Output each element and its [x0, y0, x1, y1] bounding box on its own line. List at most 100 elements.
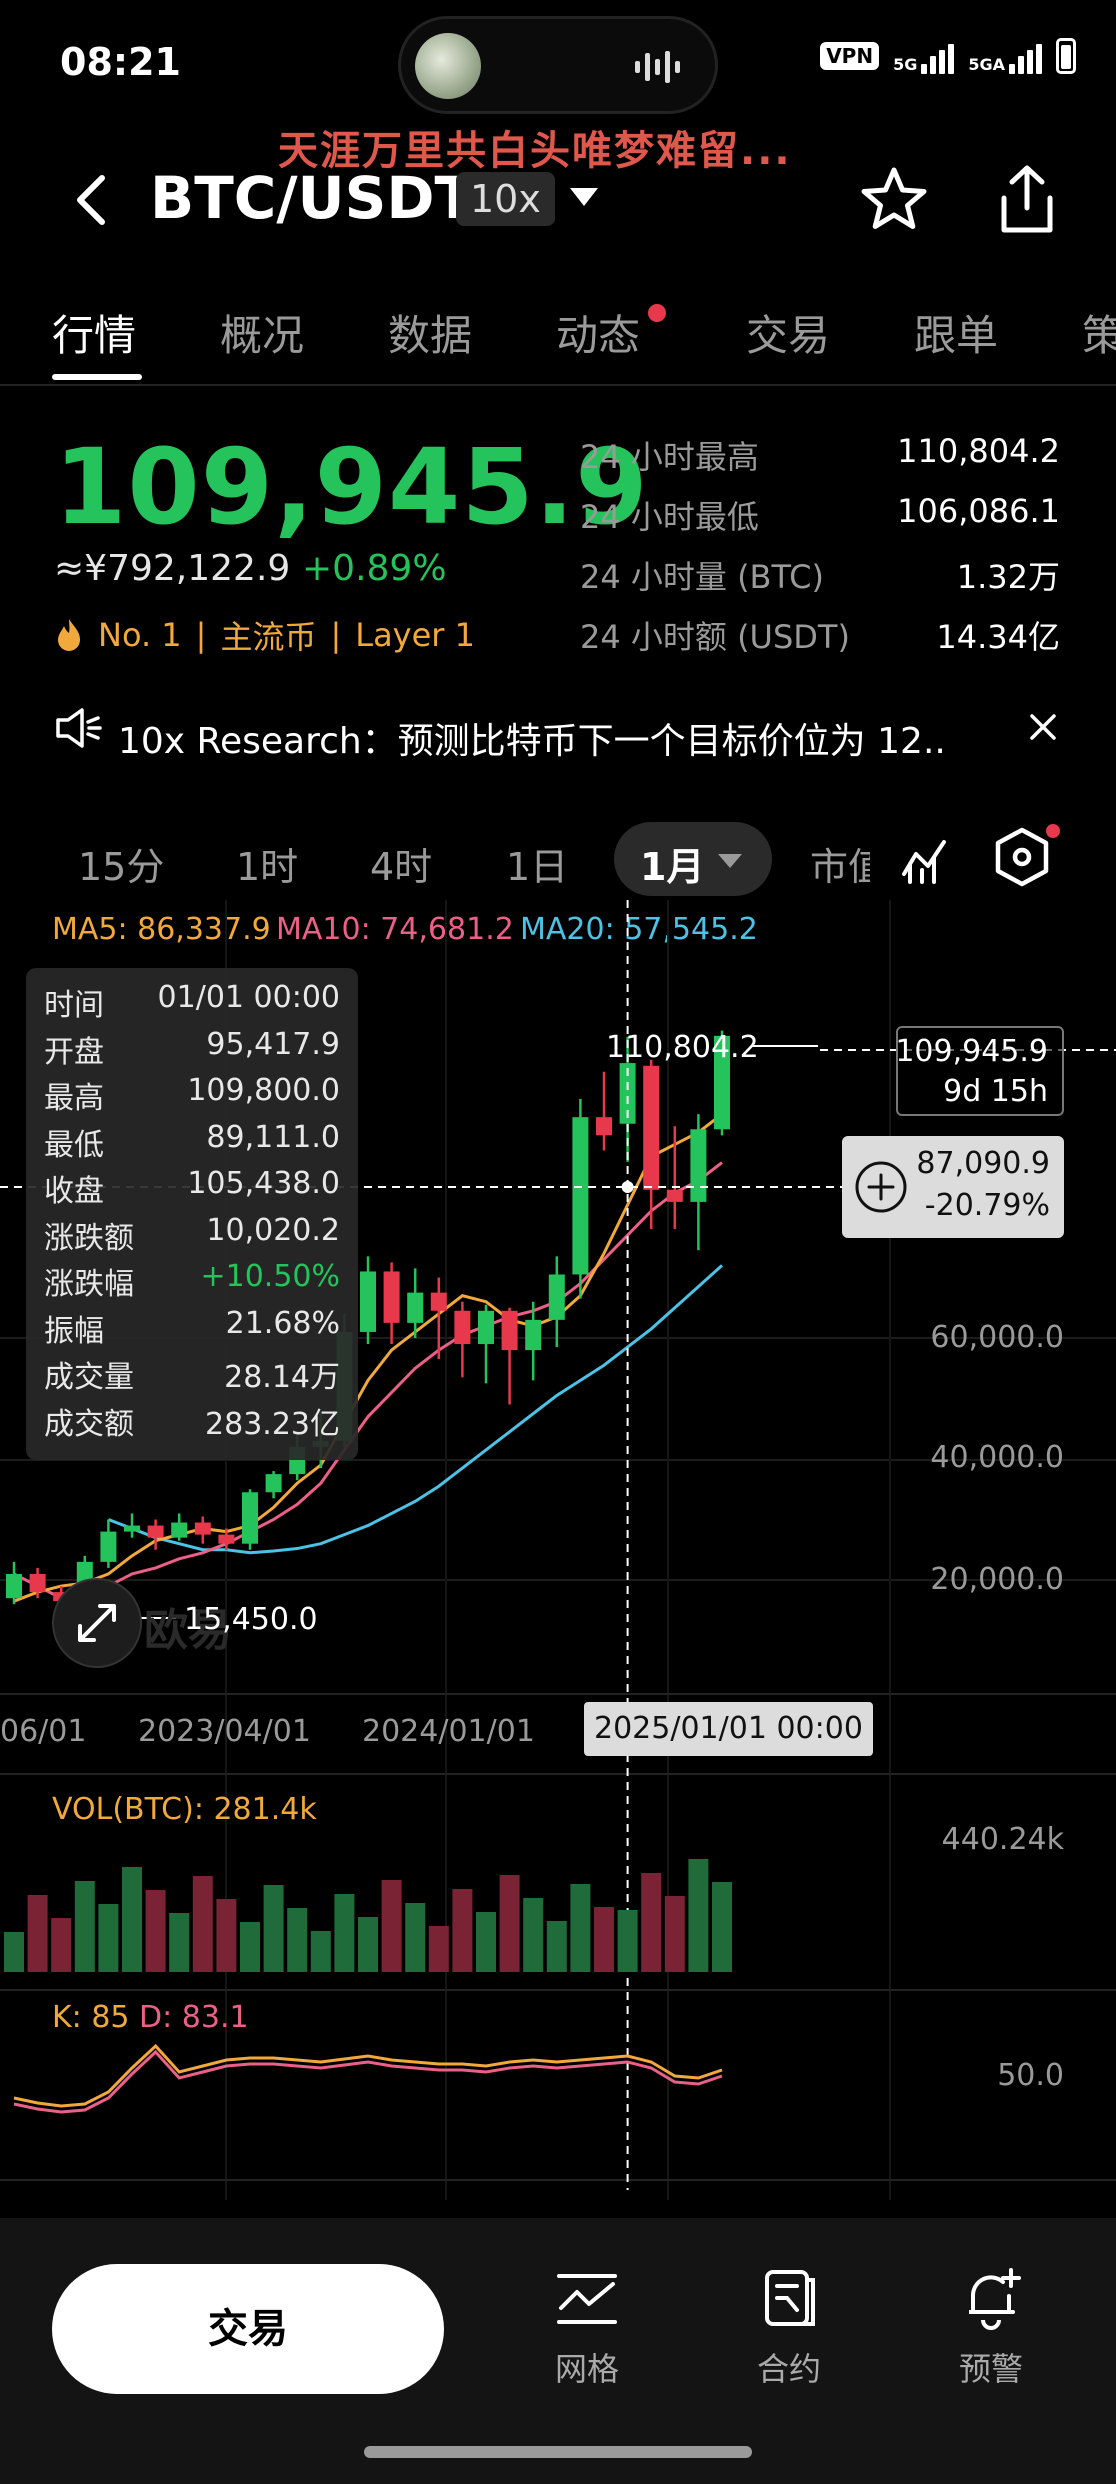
back-arrow-icon[interactable]: [68, 170, 118, 230]
tab-data[interactable]: 数据: [388, 311, 473, 360]
candle-up: [124, 1525, 140, 1532]
dynamic-island[interactable]: [398, 16, 718, 114]
pair-title[interactable]: BTC/USDT: [150, 164, 475, 232]
status-icons: VPN 5G 5GA: [820, 36, 1076, 76]
y-tick-40000: 40,000.0: [930, 1440, 1064, 1475]
interval-1mo[interactable]: 1月: [640, 845, 705, 889]
add-order-icon[interactable]: [852, 1158, 910, 1216]
candle-down: [501, 1310, 518, 1351]
news-ticker[interactable]: 10x Research：预测比特币下一个目标价位为 12..: [118, 721, 946, 762]
tab-bar: 行情 概况 数据 动态 交易 跟单 策: [0, 290, 1116, 386]
tooltip-value: +10.50%: [200, 1259, 340, 1294]
candle-down: [454, 1310, 471, 1345]
candle-down: [596, 1117, 612, 1136]
candle-down: [383, 1271, 400, 1323]
volume-bar: [27, 1895, 48, 1972]
ma10-line: [13, 1161, 723, 1600]
tab-copy[interactable]: 跟单: [914, 311, 999, 360]
chevron-down-icon[interactable]: [566, 182, 602, 212]
leverage-badge[interactable]: 10x: [456, 172, 555, 226]
nav-grid-label: 网格: [554, 2350, 619, 2388]
tooltip-value: 109,800.0: [187, 1073, 340, 1108]
nav-contract[interactable]: 合约: [724, 2266, 854, 2390]
tooltip-row: 成交量 28.14万: [44, 1352, 340, 1398]
sig-label-1: 5G: [893, 55, 918, 74]
chevron-down-icon[interactable]: [716, 850, 744, 872]
low-price-label: 15,450.0: [184, 1602, 318, 1637]
interval-more[interactable]: 市值: [810, 845, 870, 889]
interval-1d[interactable]: 1日: [506, 845, 569, 889]
tooltip-row: 成交额 283.23亿: [44, 1399, 340, 1445]
okx-watermark: 欧易: [144, 1605, 232, 1656]
tooltip-row: 涨跌幅 +10.50%: [44, 1259, 340, 1305]
volume-bar: [240, 1922, 260, 1972]
tooltip-value: 95,417.9: [206, 1026, 340, 1062]
candle-up: [242, 1492, 258, 1544]
interval-15m[interactable]: 15分: [78, 845, 165, 889]
volume-bar: [617, 1910, 638, 1972]
volume-bar: [192, 1876, 213, 1972]
volume-bar: [546, 1921, 567, 1972]
volume-bar: [570, 1884, 591, 1972]
tab-market[interactable]: 行情: [52, 311, 137, 360]
coin-tags[interactable]: No. 1 | 主流币 | Layer 1: [54, 612, 475, 658]
star-favorite-icon[interactable]: [858, 164, 930, 236]
volume-bar: [287, 1908, 308, 1972]
stat-label-vol: 24 小时量 (BTC): [580, 558, 825, 596]
y-tick-60000: 60,000.0: [930, 1320, 1064, 1355]
trade-button[interactable]: 交易: [52, 2264, 444, 2394]
stat-value-low: 106,086.1: [897, 492, 1060, 530]
notification-dot: [648, 304, 666, 322]
crosshair-price-box[interactable]: 87,090.9 -20.79%: [842, 1136, 1064, 1238]
tag-mainstream: 主流币: [220, 618, 317, 656]
expand-icon-button[interactable]: [52, 1578, 142, 1668]
interval-4h[interactable]: 4时: [370, 845, 433, 889]
volume-bar: [523, 1898, 544, 1972]
nav-alert[interactable]: 预警: [926, 2266, 1056, 2390]
tooltip-value: 283.23亿: [205, 1406, 340, 1442]
candle-down: [643, 1065, 660, 1190]
tooltip-key: 时间: [44, 988, 104, 1023]
close-icon[interactable]: [1024, 708, 1062, 746]
tooltip-key: 开盘: [44, 1034, 104, 1070]
candle-up: [690, 1129, 707, 1202]
x-tick-2023: 2023/04/01: [138, 1714, 311, 1749]
tab-strategy[interactable]: 策: [1082, 311, 1116, 360]
flame-icon: [58, 619, 80, 651]
k-line: [13, 2043, 723, 2108]
volume-bar: [594, 1907, 614, 1972]
y-tick-20000: 20,000.0: [930, 1562, 1064, 1597]
overlay-lyric-text: 天涯万里共白头唯梦难留...: [278, 128, 792, 174]
candle-down: [147, 1525, 164, 1538]
volume-bar: [145, 1890, 166, 1972]
tag-rank: No. 1: [98, 616, 182, 654]
candle-up: [265, 1474, 282, 1493]
tooltip-value: 105,438.0: [187, 1166, 340, 1201]
tab-feed[interactable]: 动态: [556, 311, 641, 360]
sig-label-2: 5GA: [968, 55, 1005, 74]
nav-grid[interactable]: 网格: [522, 2266, 652, 2390]
tab-trade[interactable]: 交易: [746, 311, 831, 360]
candle-up: [360, 1271, 376, 1332]
interval-1h[interactable]: 1时: [236, 845, 299, 889]
volume-bar: [664, 1896, 685, 1972]
last-price: 109,945.9: [54, 426, 649, 548]
candle-up: [171, 1522, 188, 1538]
interval-selected-pill[interactable]: [614, 822, 772, 896]
candle-tooltip: 时间 01/01 00:00 开盘 95,417.9 最高 109,800.0 最低 89,1…: [26, 968, 358, 1460]
volume-bar: [688, 1859, 709, 1972]
tooltip-row: 最低 89,111.0: [44, 1120, 340, 1166]
candlestick-chart[interactable]: [0, 900, 1116, 2200]
home-indicator: [364, 2446, 752, 2458]
indicator-icon[interactable]: [900, 834, 950, 884]
settings-hex-icon[interactable]: [994, 826, 1050, 888]
volume-bar: [122, 1867, 142, 1972]
volume-bar: [74, 1881, 95, 1972]
tag-sep: |: [195, 616, 207, 654]
status-time: 08:21: [60, 40, 181, 84]
tab-overview[interactable]: 概况: [220, 311, 305, 360]
share-icon[interactable]: [992, 162, 1062, 238]
kd-mid-label: 50.0: [997, 2058, 1064, 2093]
nav-contract-label: 合约: [756, 2350, 821, 2388]
candle-up: [619, 1063, 636, 1124]
